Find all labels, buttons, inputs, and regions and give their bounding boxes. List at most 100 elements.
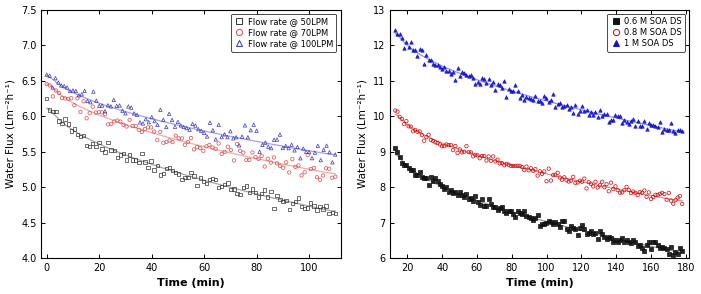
Point [287,201,298,206]
Point [657,130,668,134]
Point [280,144,292,148]
Point [216,135,227,139]
Point [614,113,625,118]
Point [663,128,674,133]
Point [423,58,434,62]
Point [519,98,530,103]
Point [563,179,574,184]
Point [439,187,450,191]
Point [450,78,461,83]
Point [490,159,501,164]
Point [69,103,80,108]
Point [528,97,539,102]
Point [652,243,663,248]
Point [625,240,637,245]
Point [637,191,648,195]
Point [592,185,604,190]
Point [190,123,201,128]
Point [47,109,58,114]
Point [139,160,151,164]
Point [66,129,77,133]
Point [619,240,630,245]
Point [452,66,463,70]
Point [198,179,209,184]
Point [477,153,488,158]
Point [521,213,532,218]
Point [124,117,135,122]
Point [570,227,581,232]
Point [96,146,107,151]
Point [75,134,86,139]
X-axis label: Time (min): Time (min) [505,278,573,288]
Point [534,98,545,103]
Point [621,238,632,242]
Point [327,210,338,215]
Point [672,252,683,257]
Point [219,150,231,154]
Point [235,192,246,197]
Point [574,109,585,114]
Point [191,145,203,150]
Point [648,240,659,244]
Point [69,127,80,131]
Point [87,104,98,109]
Point [290,199,301,204]
Point [151,138,163,143]
Point [597,179,608,184]
Point [601,236,612,241]
Point [552,222,563,226]
Point [137,121,149,126]
Point [293,196,304,201]
Point [525,166,536,171]
Point [463,150,475,154]
Point [189,147,200,152]
Point [510,83,521,88]
Point [454,147,465,152]
Point [541,179,552,183]
Point [268,206,280,211]
Point [132,113,143,117]
Point [590,231,601,235]
Point [581,232,592,236]
Point [308,166,320,170]
Point [85,100,96,105]
Point [450,144,461,148]
Point [121,158,132,162]
Point [136,130,147,134]
Point [644,121,655,126]
Point [570,103,581,108]
Point [627,116,639,121]
Point [490,205,501,210]
Point [390,28,401,32]
Point [428,138,439,143]
Point [659,245,670,250]
Point [592,237,604,241]
Point [458,149,470,154]
Point [394,115,405,119]
Point [572,180,583,185]
Point [552,101,563,106]
Point [661,197,672,202]
Point [439,144,450,148]
Point [182,175,193,180]
Point [603,189,614,194]
Point [639,118,650,123]
Point [538,169,550,174]
Point [581,186,592,191]
Point [73,93,84,98]
Point [519,209,530,213]
Point [93,110,104,114]
Point [606,118,617,122]
Point [659,192,670,196]
Point [576,179,587,184]
Point [436,66,447,71]
Point [229,158,240,163]
Point [463,197,475,202]
Point [461,192,472,196]
Point [123,104,134,109]
Point [238,150,249,155]
Point [81,143,93,148]
Point [619,117,630,122]
Point [441,184,452,189]
Point [219,182,231,187]
